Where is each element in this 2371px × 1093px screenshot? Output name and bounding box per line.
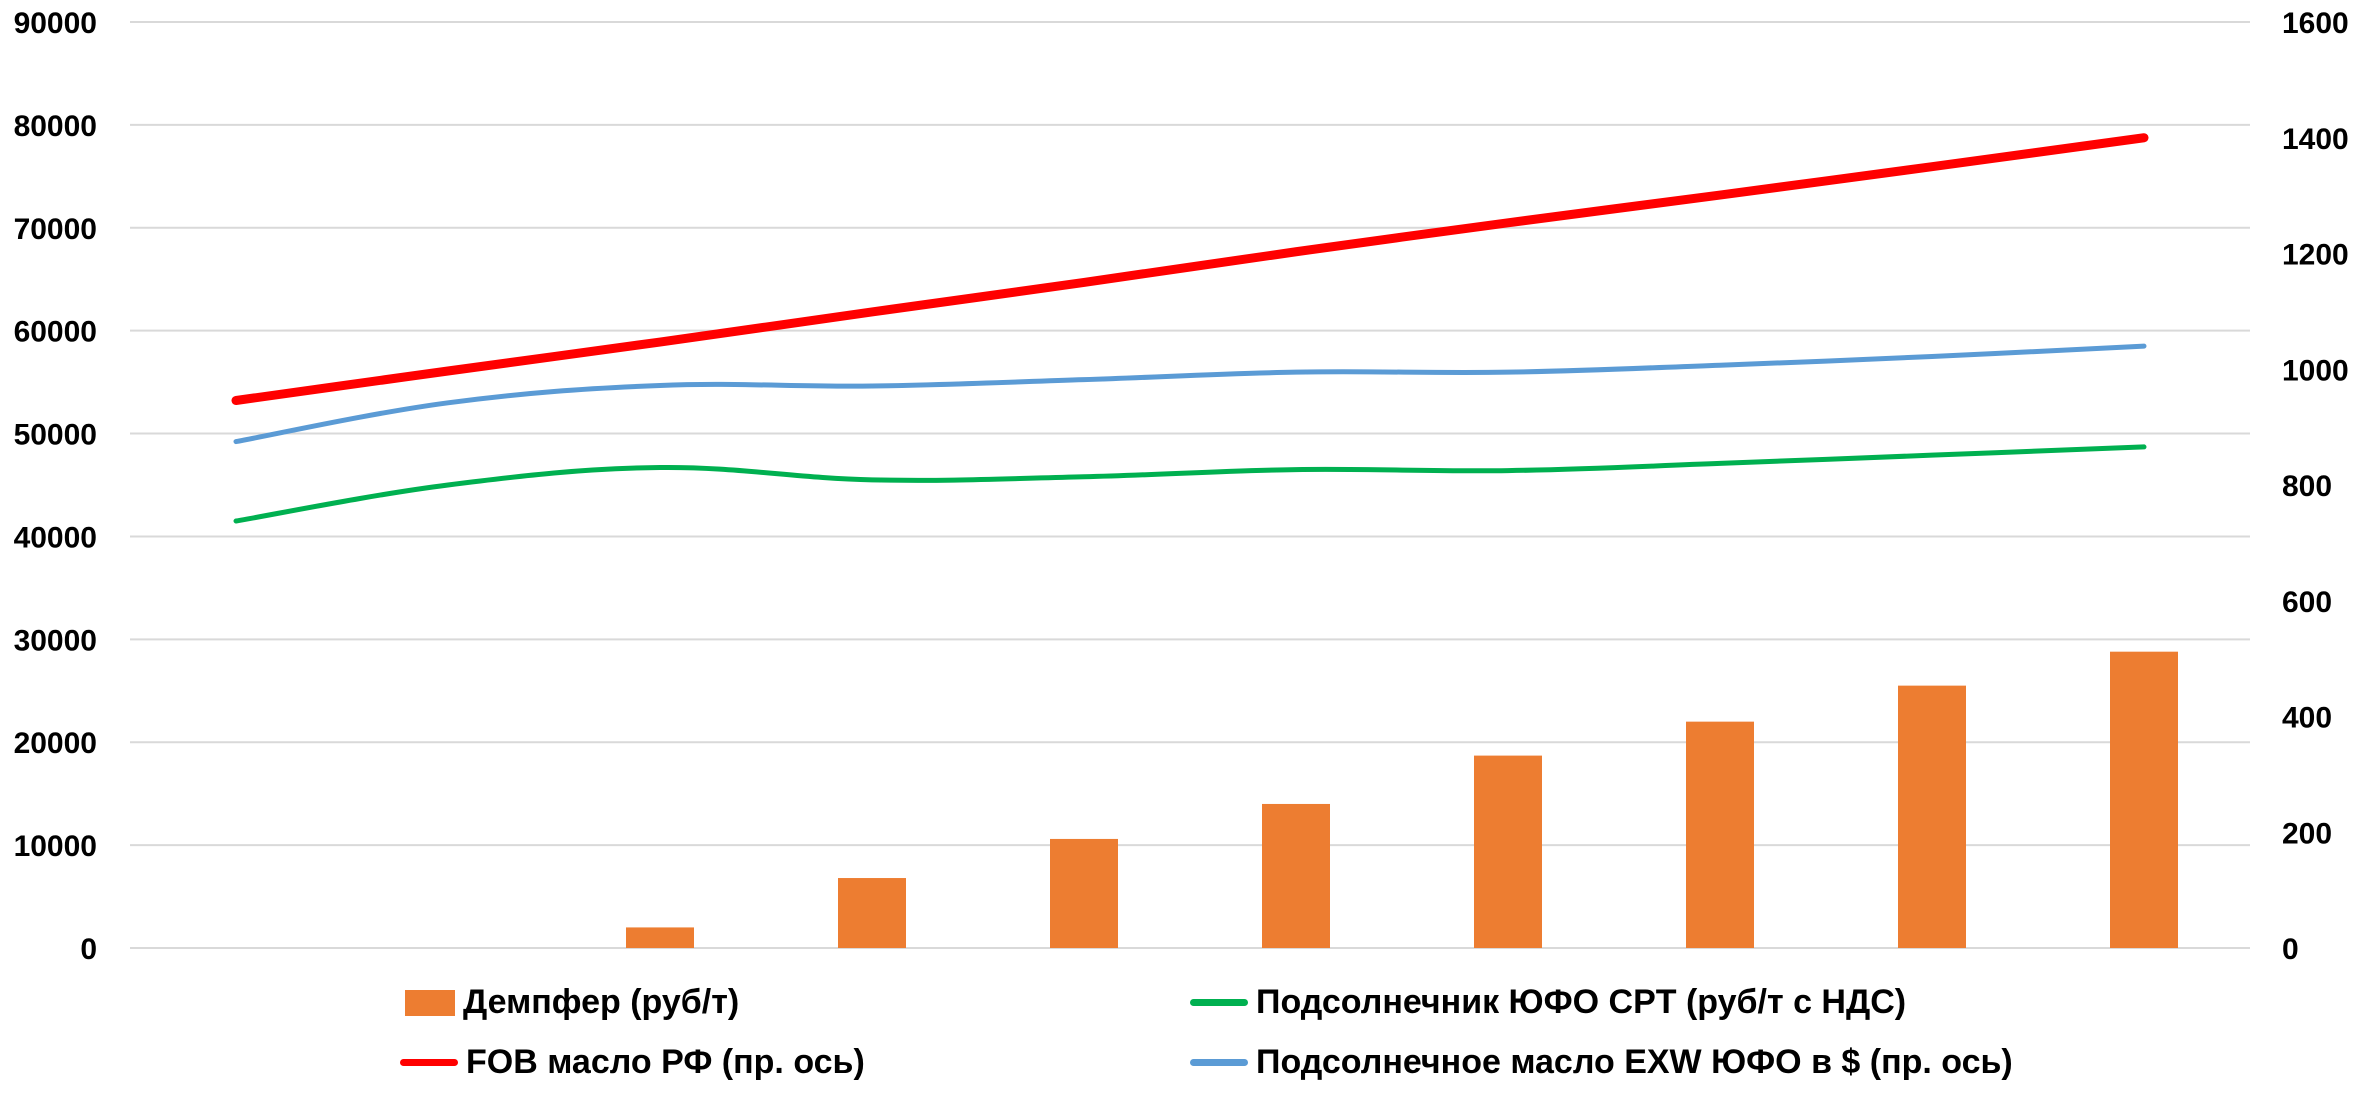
bar-damper	[1474, 755, 1542, 948]
legend-item-sunflower-seed: Подсолнечник ЮФО CPT (руб/т с НДС)	[1190, 983, 1906, 1022]
left-axis-tick-label: 40000	[14, 521, 97, 554]
line-sunflower-seed	[233, 444, 2147, 524]
legend-label-exw-oil: Подсолнечное масло EXW ЮФО в $ (пр. ось)	[1256, 1043, 2013, 1081]
right-axis-tick-label: 400	[2282, 702, 2332, 735]
right-axis-tick-label: 1600	[2282, 7, 2349, 40]
legend-label-fob-oil: FOB масло РФ (пр. ось)	[466, 1043, 865, 1081]
left-axis-tick-label: 30000	[14, 624, 97, 657]
bar-damper	[626, 927, 694, 948]
right-axis-tick-label: 600	[2282, 586, 2332, 619]
line-exw-oil	[233, 343, 2147, 445]
legend-item-fob-oil: FOB масло РФ (пр. ось)	[400, 1043, 865, 1082]
bar-damper	[1262, 803, 1330, 948]
bar-damper	[838, 878, 906, 948]
left-axis-tick-label: 90000	[14, 7, 97, 40]
chart-legend: Демпфер (руб/т) Подсолнечник ЮФО CPT (ру…	[0, 975, 2371, 1093]
left-axis-tick-label: 50000	[14, 419, 97, 452]
right-axis-tick-label: 800	[2282, 470, 2332, 503]
legend-label-sunflower-seed: Подсолнечник ЮФО CPT (руб/т с НДС)	[1256, 983, 1907, 1021]
right-axis-tick-label: 1400	[2282, 123, 2349, 156]
legend-swatch-sunflower-seed	[1190, 999, 1248, 1006]
right-axis-tick-label: 200	[2282, 817, 2332, 850]
legend-swatch-exw-oil	[1190, 1059, 1248, 1066]
legend-swatch-damper	[405, 989, 455, 1016]
right-axis-tick-label: 0	[2282, 933, 2299, 966]
legend-item-exw-oil: Подсолнечное масло EXW ЮФО в $ (пр. ось)	[1190, 1043, 2013, 1082]
bar-damper	[1898, 685, 1966, 948]
bar-damper	[2110, 651, 2178, 948]
chart-plot: 0100002000030000400005000060000700008000…	[14, 7, 2349, 966]
left-axis-tick-label: 70000	[14, 213, 97, 246]
legend-item-damper: Демпфер (руб/т)	[405, 983, 739, 1022]
bar-damper	[1050, 838, 1118, 948]
left-axis-tick-label: 80000	[14, 110, 97, 143]
left-axis-tick-label: 10000	[14, 830, 97, 863]
right-axis-tick-label: 1000	[2282, 354, 2349, 387]
left-axis-tick-label: 20000	[14, 727, 97, 760]
line-fob-oil	[231, 133, 2149, 406]
bar-damper	[1686, 721, 1754, 948]
right-axis-tick-label: 1200	[2282, 239, 2349, 272]
left-axis-tick-label: 60000	[14, 316, 97, 349]
legend-swatch-fob-oil	[400, 1059, 458, 1066]
left-axis-tick-label: 0	[80, 933, 97, 966]
legend-label-damper: Демпфер (руб/т)	[463, 983, 740, 1021]
